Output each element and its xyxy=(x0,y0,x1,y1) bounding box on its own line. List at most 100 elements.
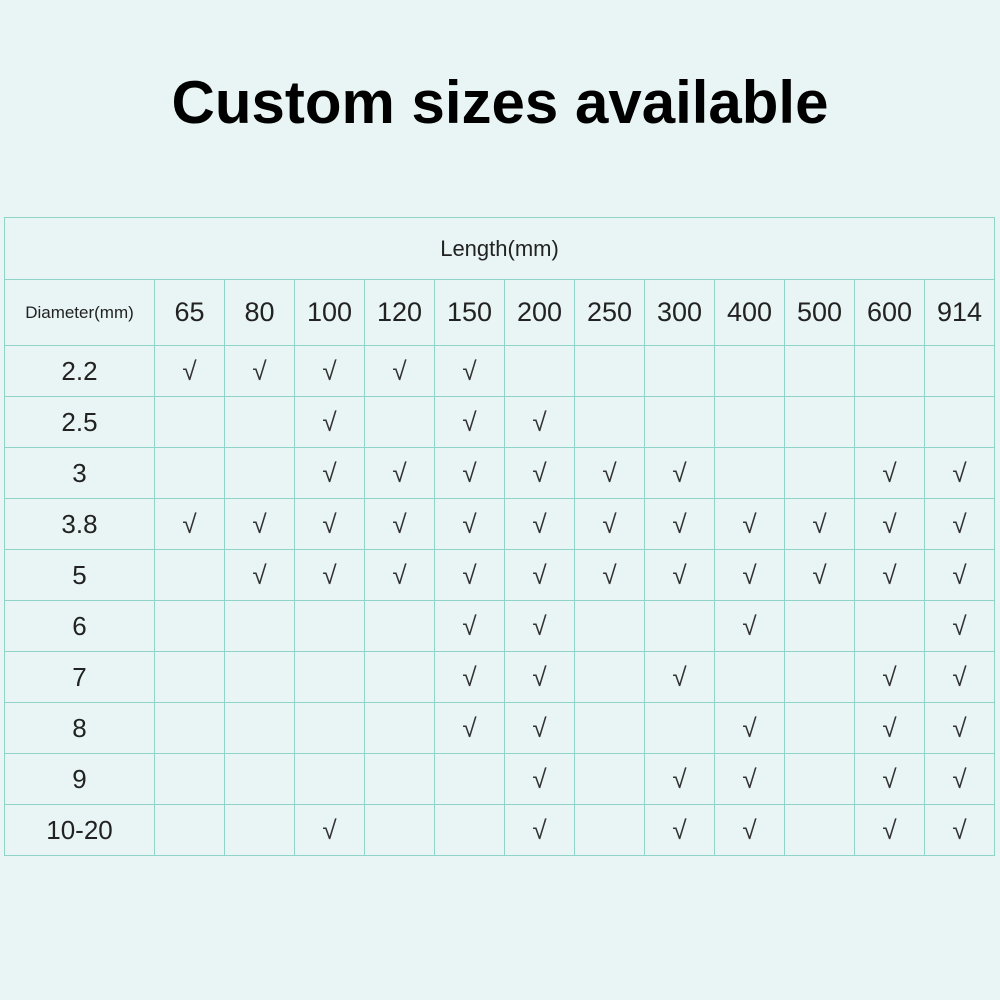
empty-cell xyxy=(224,804,295,856)
column-header: 600 xyxy=(854,279,925,346)
column-header: 65 xyxy=(154,279,225,346)
column-header: 250 xyxy=(574,279,645,346)
empty-cell xyxy=(294,651,365,703)
check-cell: √ xyxy=(854,447,925,499)
check-cell: √ xyxy=(574,447,645,499)
check-cell: √ xyxy=(714,549,785,601)
check-cell: √ xyxy=(364,549,435,601)
check-cell: √ xyxy=(854,498,925,550)
check-cell: √ xyxy=(504,447,575,499)
empty-cell xyxy=(924,396,995,448)
empty-cell xyxy=(854,396,925,448)
empty-cell xyxy=(504,345,575,397)
column-header: 914 xyxy=(924,279,995,346)
empty-cell xyxy=(364,600,435,652)
check-cell: √ xyxy=(434,345,505,397)
check-cell: √ xyxy=(644,753,715,805)
column-header: 200 xyxy=(504,279,575,346)
row-label: 5 xyxy=(4,549,155,601)
check-cell: √ xyxy=(154,498,225,550)
empty-cell xyxy=(784,651,855,703)
check-cell: √ xyxy=(434,396,505,448)
empty-cell xyxy=(154,804,225,856)
check-cell: √ xyxy=(504,600,575,652)
check-cell: √ xyxy=(924,447,995,499)
check-cell: √ xyxy=(714,498,785,550)
empty-cell xyxy=(574,396,645,448)
column-header: 300 xyxy=(644,279,715,346)
empty-cell xyxy=(784,804,855,856)
empty-cell xyxy=(574,651,645,703)
check-cell: √ xyxy=(574,498,645,550)
row-header: Diameter(mm) xyxy=(4,279,155,346)
row-label: 3 xyxy=(4,447,155,499)
check-cell: √ xyxy=(154,345,225,397)
check-cell: √ xyxy=(504,396,575,448)
empty-cell xyxy=(784,447,855,499)
empty-cell xyxy=(224,702,295,754)
check-cell: √ xyxy=(224,345,295,397)
empty-cell xyxy=(224,396,295,448)
check-cell: √ xyxy=(644,447,715,499)
empty-cell xyxy=(644,396,715,448)
empty-cell xyxy=(364,396,435,448)
check-cell: √ xyxy=(504,498,575,550)
empty-cell xyxy=(154,447,225,499)
check-cell: √ xyxy=(294,345,365,397)
empty-cell xyxy=(784,753,855,805)
empty-cell xyxy=(224,447,295,499)
empty-cell xyxy=(154,396,225,448)
group-header: Length(mm) xyxy=(4,217,995,280)
empty-cell xyxy=(154,651,225,703)
empty-cell xyxy=(154,549,225,601)
empty-cell xyxy=(364,753,435,805)
check-cell: √ xyxy=(224,549,295,601)
empty-cell xyxy=(574,702,645,754)
row-label: 2.5 xyxy=(4,396,155,448)
empty-cell xyxy=(784,600,855,652)
empty-cell xyxy=(644,702,715,754)
check-cell: √ xyxy=(714,753,785,805)
check-cell: √ xyxy=(504,549,575,601)
empty-cell xyxy=(294,702,365,754)
check-cell: √ xyxy=(224,498,295,550)
check-cell: √ xyxy=(294,804,365,856)
check-cell: √ xyxy=(644,804,715,856)
empty-cell xyxy=(294,753,365,805)
title: Custom sizes available xyxy=(171,69,829,136)
check-cell: √ xyxy=(714,702,785,754)
column-header: 150 xyxy=(434,279,505,346)
column-header: 120 xyxy=(364,279,435,346)
check-cell: √ xyxy=(854,804,925,856)
empty-cell xyxy=(574,600,645,652)
empty-cell xyxy=(714,396,785,448)
check-cell: √ xyxy=(434,702,505,754)
empty-cell xyxy=(364,702,435,754)
column-header: 500 xyxy=(784,279,855,346)
check-cell: √ xyxy=(644,498,715,550)
empty-cell xyxy=(784,702,855,754)
check-cell: √ xyxy=(924,753,995,805)
empty-cell xyxy=(154,753,225,805)
check-cell: √ xyxy=(854,702,925,754)
check-cell: √ xyxy=(714,600,785,652)
check-cell: √ xyxy=(364,498,435,550)
check-cell: √ xyxy=(784,549,855,601)
check-cell: √ xyxy=(434,600,505,652)
check-cell: √ xyxy=(364,447,435,499)
check-cell: √ xyxy=(714,804,785,856)
row-label: 7 xyxy=(4,651,155,703)
empty-cell xyxy=(364,651,435,703)
empty-cell xyxy=(224,600,295,652)
empty-cell xyxy=(854,345,925,397)
row-label: 10-20 xyxy=(4,804,155,856)
check-cell: √ xyxy=(924,549,995,601)
check-cell: √ xyxy=(924,498,995,550)
check-cell: √ xyxy=(434,549,505,601)
column-header: 100 xyxy=(294,279,365,346)
empty-cell xyxy=(574,804,645,856)
check-cell: √ xyxy=(434,498,505,550)
empty-cell xyxy=(644,600,715,652)
check-cell: √ xyxy=(364,345,435,397)
